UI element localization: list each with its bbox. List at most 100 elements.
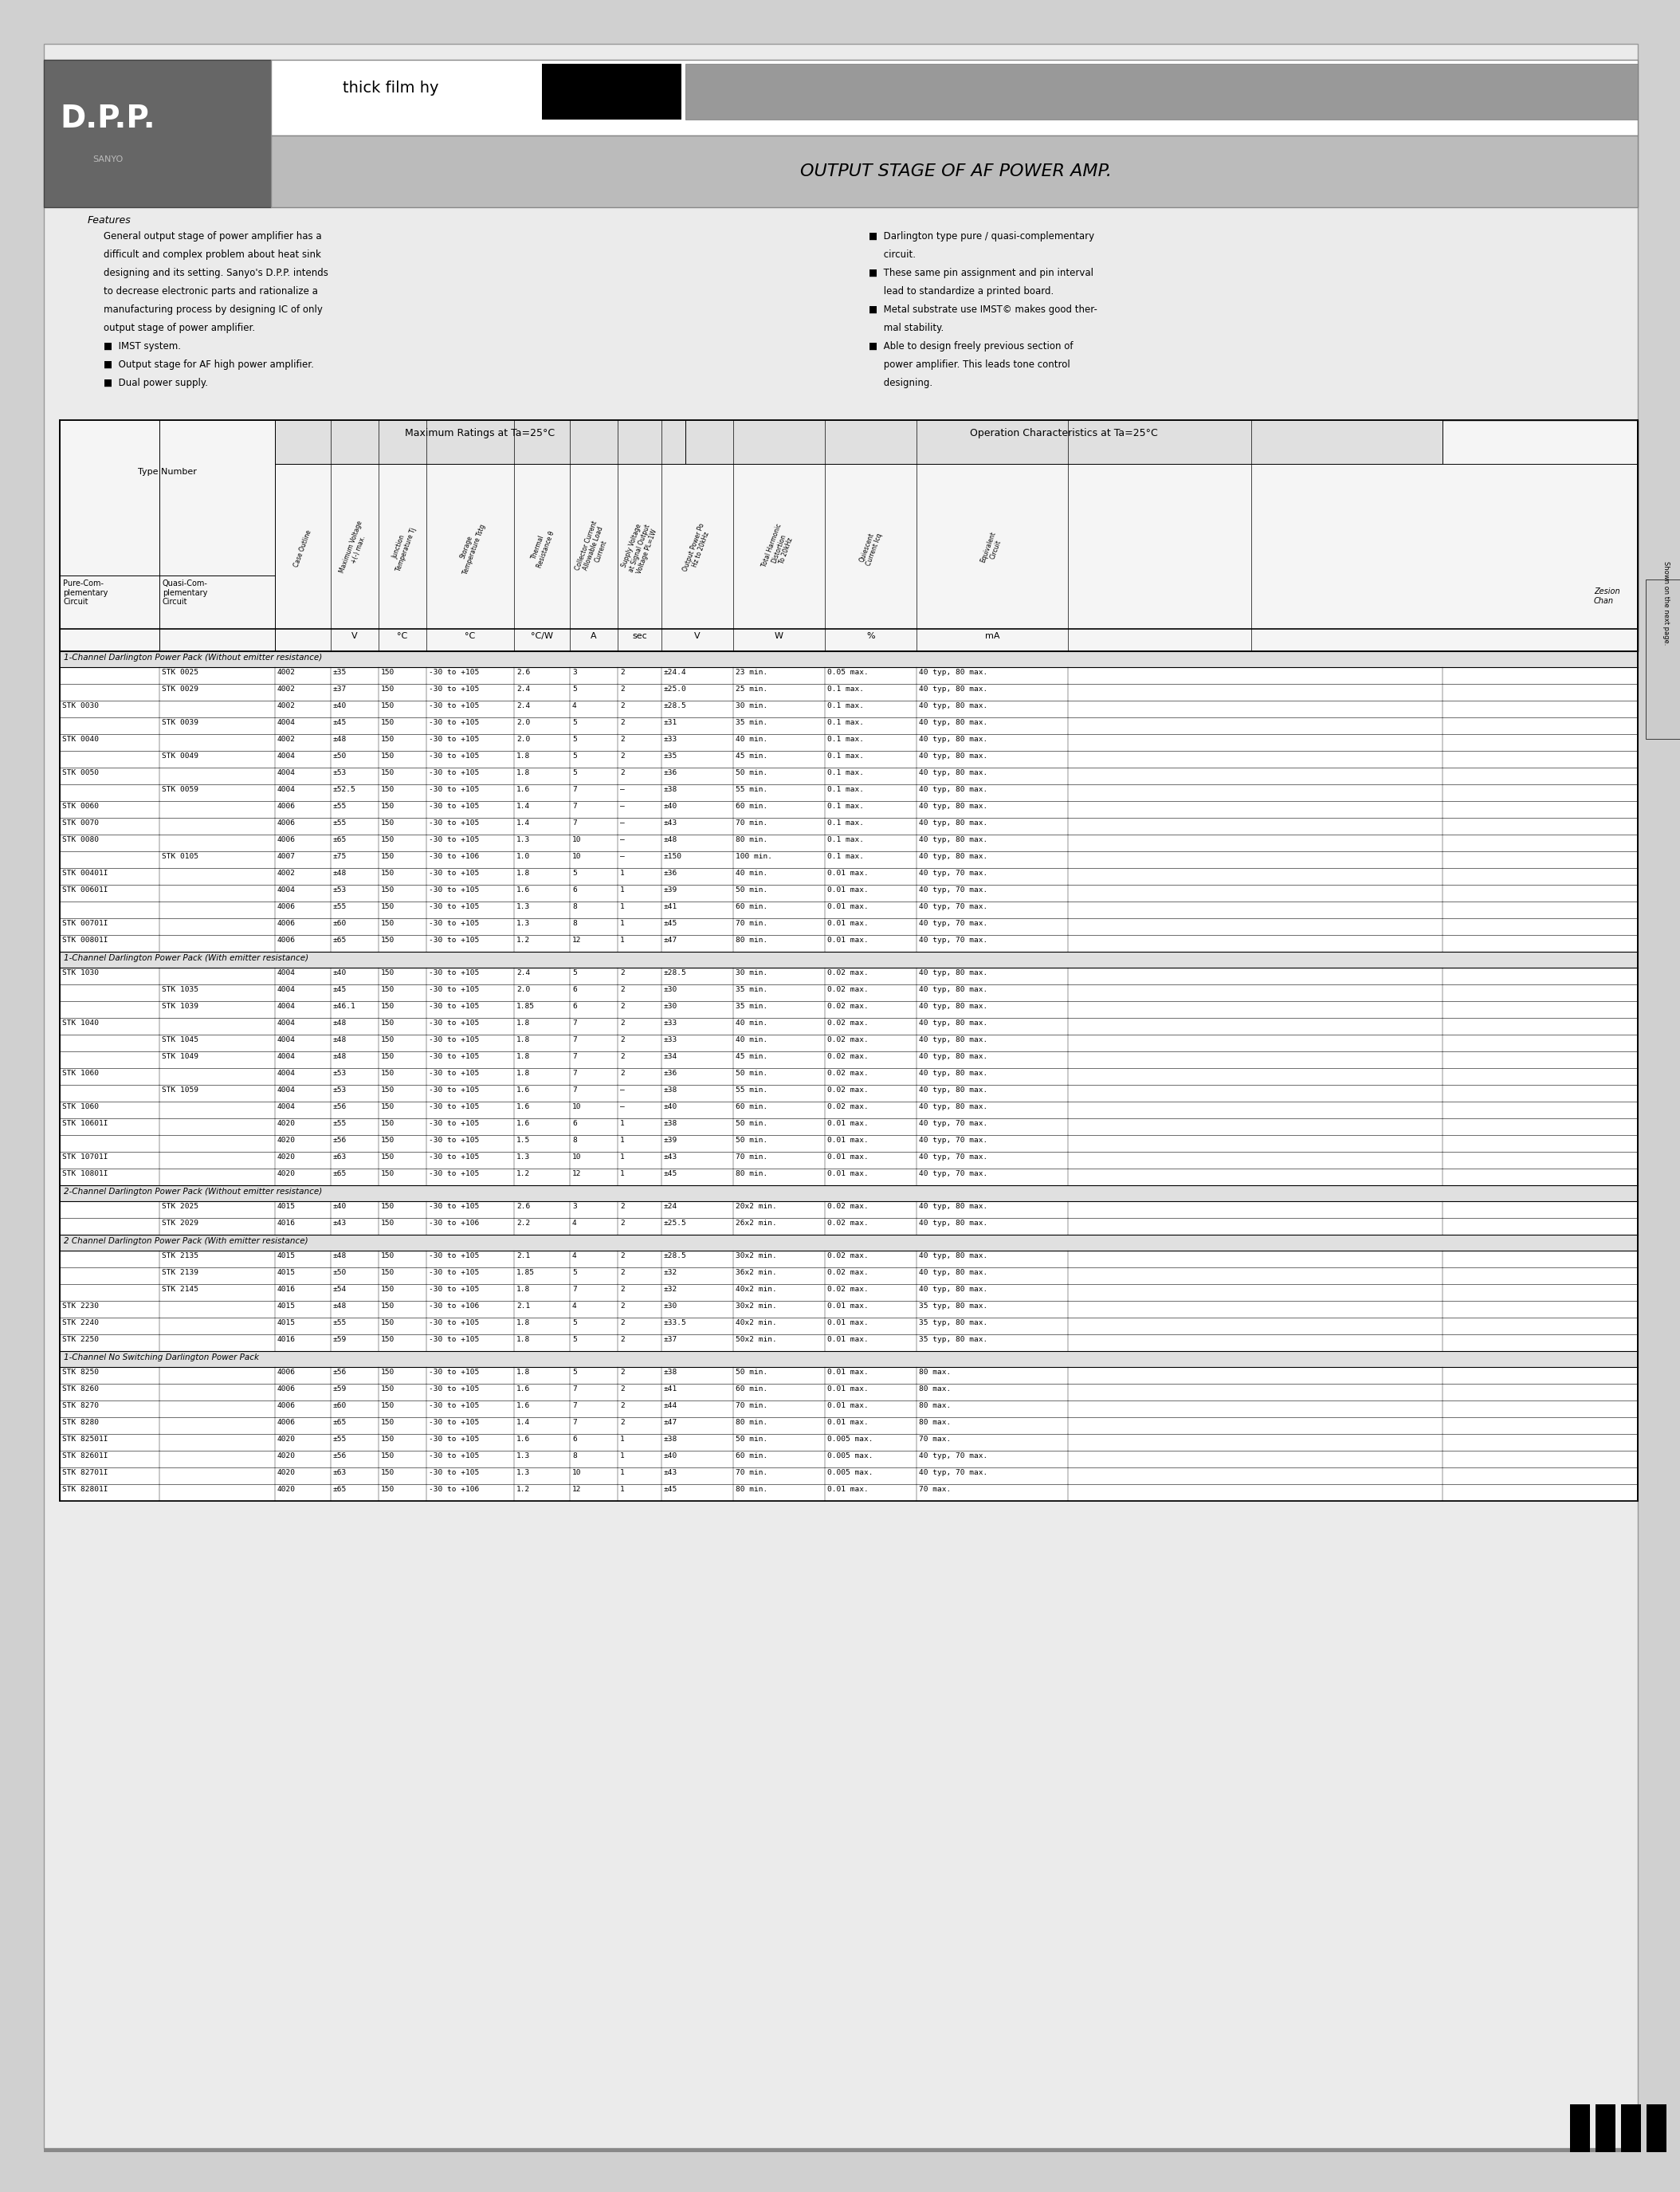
Text: V: V	[694, 631, 701, 640]
Text: ■  Darlington type pure / quasi-complementary: ■ Darlington type pure / quasi-complemen…	[869, 230, 1094, 241]
Text: 0.01 max.: 0.01 max.	[827, 1368, 869, 1377]
Text: -30 to +105: -30 to +105	[428, 1103, 479, 1111]
Text: 150: 150	[381, 1252, 395, 1260]
Text: 40 typ, 70 max.: 40 typ, 70 max.	[919, 903, 988, 910]
Bar	[60, 901, 1638, 918]
Text: 50 min.: 50 min.	[736, 1138, 768, 1144]
Text: 150: 150	[381, 1002, 395, 1011]
Text: ±31: ±31	[664, 719, 677, 726]
Text: 2: 2	[620, 669, 625, 675]
Text: –: –	[620, 802, 625, 809]
Text: 150: 150	[381, 1153, 395, 1160]
Text: 40 typ, 80 max.: 40 typ, 80 max.	[919, 1252, 988, 1260]
Text: 0.1 max.: 0.1 max.	[827, 737, 864, 743]
Text: 6: 6	[573, 986, 576, 993]
Text: Features: Features	[87, 215, 131, 226]
Text: 40 typ, 80 max.: 40 typ, 80 max.	[919, 719, 988, 726]
Text: STK 00701I: STK 00701I	[62, 921, 108, 927]
Bar	[44, 59, 270, 208]
Text: 4020: 4020	[277, 1469, 296, 1475]
Text: –: –	[620, 1087, 625, 1094]
Text: ■  These same pin assignment and pin interval: ■ These same pin assignment and pin inte…	[869, 267, 1094, 278]
Text: STK 00801I: STK 00801I	[62, 936, 108, 945]
Bar	[60, 850, 1638, 868]
Text: Shown on the next page.: Shown on the next page.	[1663, 561, 1670, 644]
Text: 0.01 max.: 0.01 max.	[827, 1486, 869, 1493]
Text: Zesion
Chan: Zesion Chan	[1594, 587, 1620, 605]
Text: 8: 8	[573, 1453, 576, 1460]
Text: 150: 150	[381, 1403, 395, 1409]
Text: ±63: ±63	[333, 1469, 346, 1475]
Text: 1: 1	[620, 1120, 625, 1127]
Text: ■  Dual power supply.: ■ Dual power supply.	[104, 377, 208, 388]
Text: ±33.5: ±33.5	[664, 1320, 687, 1326]
Text: 150: 150	[381, 701, 395, 710]
Text: 40 typ, 80 max.: 40 typ, 80 max.	[919, 1087, 988, 1094]
Text: 35 min.: 35 min.	[736, 986, 768, 993]
Text: 0.1 max.: 0.1 max.	[827, 769, 864, 776]
Text: Thermal
Resistance θ: Thermal Resistance θ	[528, 528, 556, 570]
Text: to decrease electronic parts and rationalize a: to decrease electronic parts and rationa…	[104, 287, 318, 296]
Text: 40 typ, 80 max.: 40 typ, 80 max.	[919, 1287, 988, 1293]
Text: ±40: ±40	[333, 1203, 346, 1210]
Text: 7: 7	[573, 1087, 576, 1094]
Text: 2.4: 2.4	[516, 686, 531, 693]
Text: 150: 150	[381, 903, 395, 910]
Text: 2: 2	[620, 701, 625, 710]
Text: 40 typ, 80 max.: 40 typ, 80 max.	[919, 787, 988, 794]
Text: 4004: 4004	[277, 1087, 296, 1094]
Text: D.P.P.: D.P.P.	[60, 103, 155, 134]
Text: 0.01 max.: 0.01 max.	[827, 1418, 869, 1427]
Text: °C: °C	[465, 631, 475, 640]
Text: 2: 2	[620, 1203, 625, 1210]
Text: 35 min.: 35 min.	[736, 719, 768, 726]
Text: 40 typ, 80 max.: 40 typ, 80 max.	[919, 1203, 988, 1210]
Text: 2: 2	[620, 1052, 625, 1061]
Text: 40 min.: 40 min.	[736, 870, 768, 877]
Text: ±40: ±40	[664, 1453, 677, 1460]
Text: 1.3: 1.3	[516, 903, 531, 910]
Text: ±36: ±36	[664, 1070, 677, 1076]
Text: 1: 1	[620, 1153, 625, 1160]
Text: 0.01 max.: 0.01 max.	[827, 1302, 869, 1309]
Text: 4002: 4002	[277, 737, 296, 743]
Text: ±34: ±34	[664, 1052, 677, 1061]
Text: °C/W: °C/W	[531, 631, 553, 640]
Text: designing.: designing.	[869, 377, 932, 388]
Text: 50 min.: 50 min.	[736, 1070, 768, 1076]
Text: 0.05 max.: 0.05 max.	[827, 669, 869, 675]
Text: STK 82601I: STK 82601I	[62, 1453, 108, 1460]
Text: 1.6: 1.6	[516, 1385, 531, 1392]
Text: 0.1 max.: 0.1 max.	[827, 853, 864, 859]
Bar	[60, 1267, 1638, 1285]
Text: 6: 6	[573, 1002, 576, 1011]
Text: 7: 7	[573, 1070, 576, 1076]
Text: 20x2 min.: 20x2 min.	[736, 1203, 776, 1210]
Text: 40 typ, 80 max.: 40 typ, 80 max.	[919, 1103, 988, 1111]
Text: STK 1039: STK 1039	[161, 1002, 198, 1011]
Text: 40 typ, 70 max.: 40 typ, 70 max.	[919, 1469, 988, 1475]
Text: ±55: ±55	[333, 1320, 346, 1326]
Text: -30 to +106: -30 to +106	[428, 1219, 479, 1228]
Text: ±24.4: ±24.4	[664, 669, 687, 675]
Text: 4016: 4016	[277, 1219, 296, 1228]
Text: 1.8: 1.8	[516, 1037, 531, 1043]
Bar	[60, 1052, 1638, 1068]
Bar	[60, 752, 1638, 767]
Text: 150: 150	[381, 1052, 395, 1061]
Text: STK 1059: STK 1059	[161, 1087, 198, 1094]
Text: 4004: 4004	[277, 752, 296, 761]
Text: STK 1060: STK 1060	[62, 1070, 99, 1076]
Text: 0.01 max.: 0.01 max.	[827, 1153, 869, 1160]
Text: 4002: 4002	[277, 701, 296, 710]
Text: 4020: 4020	[277, 1153, 296, 1160]
Text: 40 typ, 70 max.: 40 typ, 70 max.	[919, 1153, 988, 1160]
Text: 150: 150	[381, 719, 395, 726]
Text: lead to standardize a printed board.: lead to standardize a printed board.	[869, 287, 1053, 296]
Text: 50 min.: 50 min.	[736, 769, 768, 776]
Text: –: –	[620, 853, 625, 859]
Text: 0.02 max.: 0.02 max.	[827, 969, 869, 975]
Text: 0.01 max.: 0.01 max.	[827, 886, 869, 894]
Text: STK 0080: STK 0080	[62, 835, 99, 844]
Text: 150: 150	[381, 921, 395, 927]
